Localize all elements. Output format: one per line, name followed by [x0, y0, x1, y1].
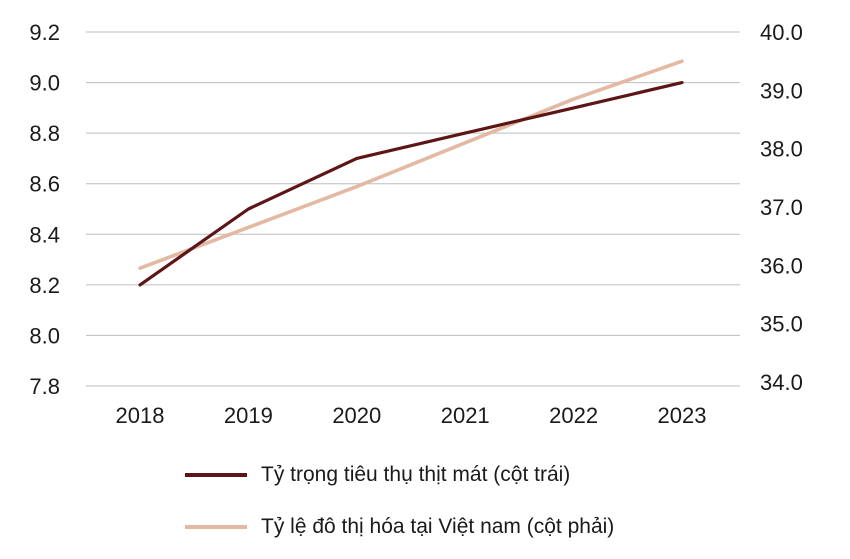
legend-swatch-meat: [185, 473, 247, 477]
right-tick-label: 34.0: [760, 370, 803, 395]
x-tick-label: 2020: [332, 403, 381, 428]
x-tick-label: 2023: [658, 403, 707, 428]
line-chart: 7.8 8.0 8.2 8.4 8.6 8.8 9.0 9.2 34.0 35.0 36.0 37.…: [29, 20, 803, 428]
right-tick-label: 37.0: [760, 195, 803, 220]
legend-label-urbanization: Tỷ lệ đô thị hóa tại Việt nam (cột phải): [261, 515, 615, 538]
x-tick-label: 2021: [441, 403, 490, 428]
right-tick-label: 35.0: [760, 312, 803, 337]
right-axis-ticks: 34.0 35.0 36.0 37.0 38.0 39.0 40.0: [760, 20, 803, 395]
left-tick-label: 8.8: [29, 121, 60, 146]
left-axis-ticks: 7.8 8.0 8.2 8.4 8.6 8.8 9.0 9.2: [29, 20, 60, 399]
left-tick-label: 8.6: [29, 172, 60, 197]
series-line-1: [138, 59, 684, 271]
legend-item-meat: Tỷ trọng tiêu thụ thịt mát (cột trái): [185, 455, 825, 495]
legend-swatch-urbanization: [185, 525, 247, 529]
legend-item-urbanization: Tỷ lệ đô thị hóa tại Việt nam (cột phải): [185, 507, 825, 547]
x-tick-label: 2022: [549, 403, 598, 428]
gridlines: [86, 31, 740, 387]
right-tick-label: 38.0: [760, 137, 803, 162]
series-lines: [138, 59, 684, 287]
left-tick-label: 9.0: [29, 71, 60, 96]
left-tick-label: 8.0: [29, 323, 60, 348]
right-tick-label: 36.0: [760, 253, 803, 278]
left-tick-label: 8.2: [29, 273, 60, 298]
legend-label-meat: Tỷ trọng tiêu thụ thịt mát (cột trái): [261, 463, 571, 486]
x-tick-label: 2019: [224, 403, 273, 428]
x-tick-label: 2018: [116, 403, 165, 428]
legend: Tỷ trọng tiêu thụ thịt mát (cột trái) Tỷ…: [185, 455, 825, 559]
right-tick-label: 40.0: [760, 20, 803, 45]
x-axis-ticks: 2018 2019 2020 2021 2022 2023: [116, 403, 707, 428]
series-line-0: [138, 80, 684, 287]
left-tick-label: 9.2: [29, 20, 60, 45]
left-tick-label: 8.4: [29, 222, 60, 247]
right-tick-label: 39.0: [760, 78, 803, 103]
left-tick-label: 7.8: [29, 374, 60, 399]
